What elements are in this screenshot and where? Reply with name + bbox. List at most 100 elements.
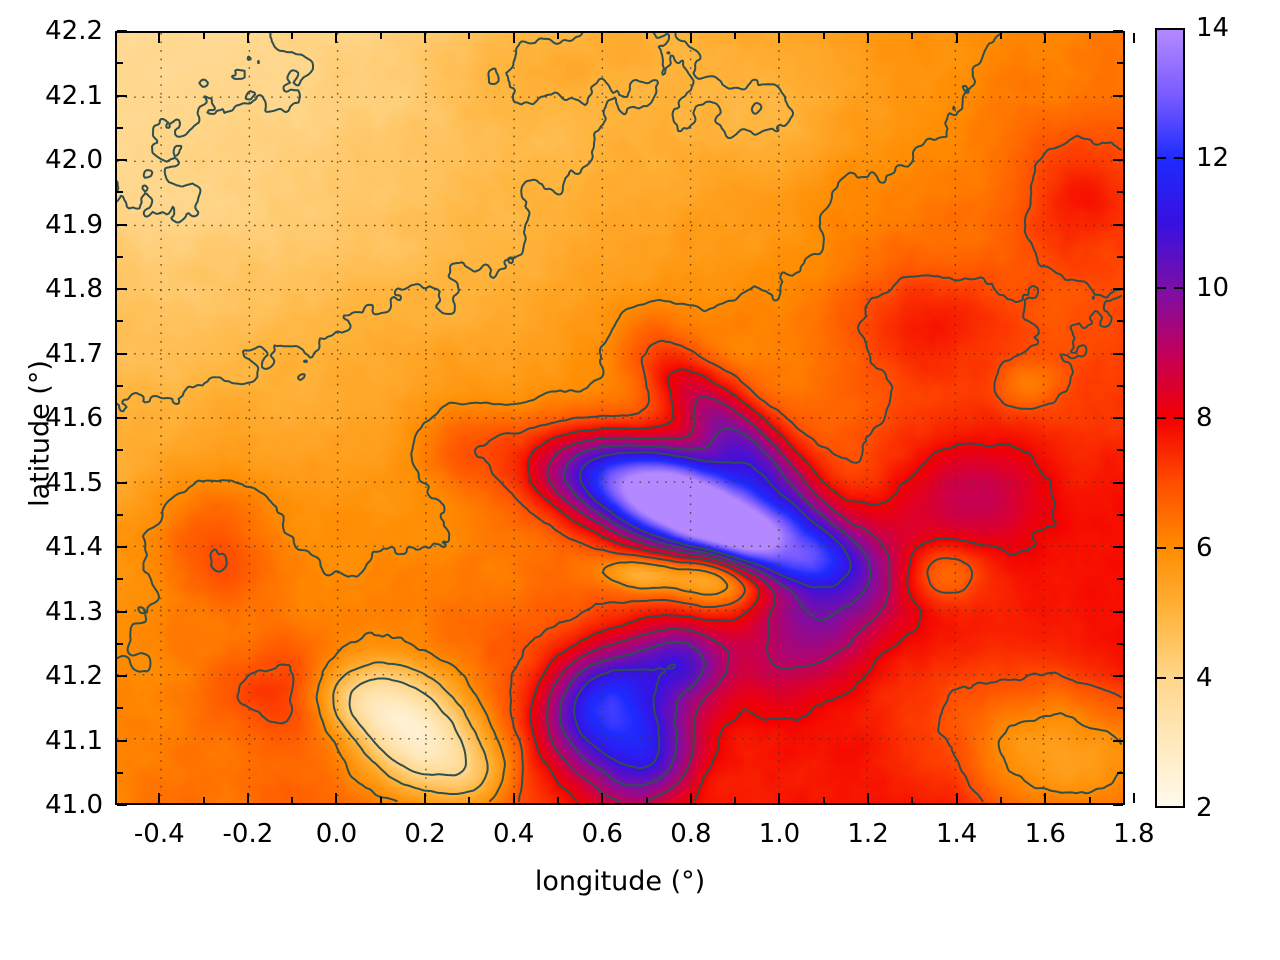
x-tick-minor — [291, 797, 294, 803]
x-tick-major-top — [424, 33, 427, 43]
y-tick-minor-right — [1117, 126, 1123, 129]
y-tick-label: 42.1 — [45, 80, 103, 111]
y-tick-minor-right — [1117, 384, 1123, 387]
y-tick-minor-right — [1117, 320, 1123, 323]
colorbar-tick-left — [1157, 417, 1166, 419]
x-tick-minor-top — [379, 33, 382, 39]
colorbar-tick-left — [1157, 157, 1166, 159]
x-tick-label: -0.2 — [222, 819, 274, 849]
y-tick-minor-right — [1117, 255, 1123, 258]
y-tick-label: 41.3 — [45, 596, 103, 627]
y-tick-minor-right — [1117, 771, 1123, 774]
colorbar-tick-right — [1174, 287, 1183, 289]
y-tick-label: 41.0 — [45, 790, 103, 820]
y-tick-minor-right — [1117, 513, 1123, 516]
x-tick-major — [1044, 793, 1047, 803]
y-tick-minor — [117, 578, 123, 581]
colorbar-tick-label: 8 — [1196, 403, 1213, 433]
y-tick-minor — [117, 320, 123, 323]
x-tick-major — [246, 793, 249, 803]
colorbar-tick-right — [1174, 547, 1183, 549]
x-tick-minor — [202, 797, 205, 803]
y-tick-minor — [117, 384, 123, 387]
x-tick-major — [601, 793, 604, 803]
y-tick-minor-right — [1117, 62, 1123, 65]
y-tick-major — [117, 610, 127, 613]
y-tick-major-right — [1113, 546, 1123, 548]
y-tick-major-right — [1113, 739, 1123, 742]
y-tick-label: 41.6 — [45, 403, 103, 433]
contour-lines-overlay — [117, 33, 1123, 803]
y-tick-minor — [117, 771, 123, 774]
y-tick-label: 41.5 — [45, 467, 103, 498]
y-tick-major-right — [1113, 30, 1123, 32]
x-tick-major-top — [512, 33, 515, 43]
x-tick-major — [867, 793, 870, 803]
x-tick-label: 1.2 — [847, 819, 889, 849]
y-tick-major — [117, 94, 127, 97]
y-tick-minor-right — [1117, 578, 1123, 581]
y-tick-label: 42.0 — [45, 145, 103, 175]
y-tick-label: 41.7 — [45, 338, 103, 369]
y-tick-major-right — [1113, 804, 1123, 806]
y-tick-major — [117, 30, 127, 32]
y-tick-major — [117, 223, 127, 226]
y-tick-label: 41.4 — [45, 532, 103, 562]
y-tick-major-right — [1113, 417, 1123, 419]
x-tick-label: 0.8 — [670, 819, 712, 849]
x-tick-major-top — [601, 33, 604, 43]
x-tick-minor-top — [645, 33, 648, 39]
x-tick-major — [1132, 793, 1135, 803]
x-tick-major-top — [955, 33, 958, 43]
x-tick-major-top — [246, 33, 249, 43]
x-tick-label: -0.4 — [133, 819, 185, 849]
x-tick-major — [778, 793, 781, 803]
x-tick-major — [424, 793, 427, 803]
y-tick-label: 41.9 — [45, 209, 103, 240]
x-tick-major-top — [335, 33, 338, 43]
y-tick-major — [117, 159, 127, 161]
y-tick-major — [117, 417, 127, 419]
colorbar-tick-label: 6 — [1196, 533, 1213, 563]
heatmap-plot-area — [115, 31, 1125, 805]
y-tick-major — [117, 352, 127, 355]
x-tick-major — [689, 793, 692, 803]
colorbar-tick-left — [1157, 677, 1166, 679]
y-tick-major — [117, 481, 127, 484]
x-tick-minor — [645, 797, 648, 803]
y-tick-minor — [117, 191, 123, 194]
y-tick-major-right — [1113, 288, 1123, 290]
y-tick-minor — [117, 255, 123, 258]
x-tick-major-top — [1132, 33, 1135, 43]
colorbar-tick-right — [1174, 417, 1183, 419]
colorbar-tick-left — [1157, 547, 1166, 549]
y-axis-title: latitude (°) — [24, 360, 56, 507]
y-tick-major-right — [1113, 223, 1123, 226]
y-tick-minor — [117, 707, 123, 710]
y-tick-label: 41.1 — [45, 725, 103, 756]
y-tick-label: 42.2 — [45, 16, 103, 46]
x-tick-major-top — [1044, 33, 1047, 43]
y-tick-major-right — [1113, 159, 1123, 161]
y-tick-minor-right — [1117, 191, 1123, 194]
x-tick-minor — [999, 797, 1002, 803]
x-tick-label: 0.4 — [492, 819, 535, 849]
y-tick-major-right — [1113, 675, 1123, 677]
x-tick-minor — [556, 797, 559, 803]
x-tick-minor — [822, 797, 825, 803]
y-tick-major-right — [1113, 481, 1123, 484]
y-tick-major — [117, 546, 127, 548]
x-tick-minor — [468, 797, 471, 803]
colorbar-tick-right — [1174, 157, 1183, 159]
y-tick-major — [117, 675, 127, 677]
x-tick-major — [158, 793, 161, 803]
x-tick-major-top — [158, 33, 161, 43]
x-tick-minor-top — [822, 33, 825, 39]
colorbar-tick-left — [1157, 287, 1166, 289]
x-tick-minor-top — [468, 33, 471, 39]
y-tick-minor-right — [1117, 642, 1123, 645]
colorbar-tick-label: 4 — [1196, 663, 1213, 693]
y-tick-minor — [117, 126, 123, 129]
x-tick-minor-top — [734, 33, 737, 39]
x-tick-minor — [734, 797, 737, 803]
